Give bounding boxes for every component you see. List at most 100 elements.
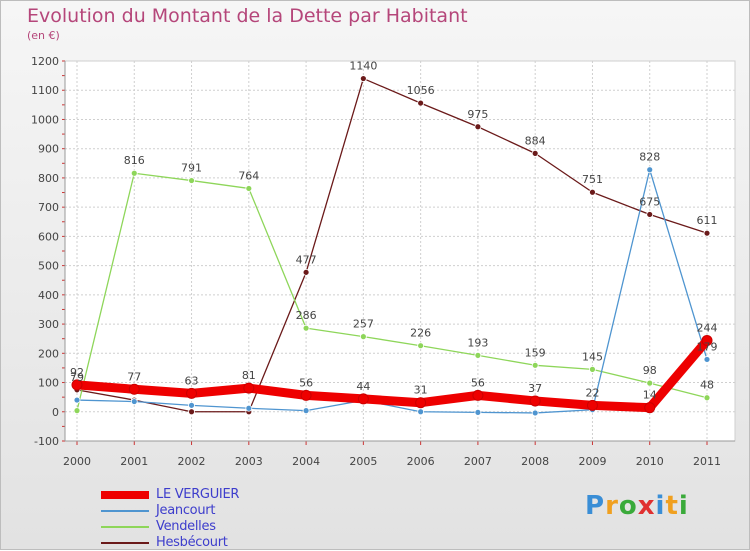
data-point — [186, 387, 198, 399]
legend-label: LE VERGUIER — [156, 487, 240, 502]
data-label: 193 — [467, 336, 488, 349]
data-label: 56 — [471, 376, 485, 389]
data-point — [531, 361, 539, 369]
x-tick-label: 2010 — [636, 455, 664, 468]
data-point — [417, 342, 425, 350]
data-label: 244 — [697, 321, 718, 334]
data-label: 226 — [410, 327, 431, 340]
data-label: 22 — [585, 386, 599, 399]
data-point — [646, 379, 654, 387]
series-line-hesb-court — [76, 77, 708, 413]
data-label: 14 — [643, 389, 657, 402]
logo-letter: x — [637, 491, 656, 521]
legend-swatch — [101, 526, 149, 528]
data-label: 975 — [467, 108, 488, 121]
data-label: 145 — [582, 350, 603, 363]
data-point — [474, 351, 482, 359]
data-point — [474, 123, 482, 131]
data-label: 79 — [70, 371, 84, 384]
data-label: 477 — [296, 253, 317, 266]
legend-label: Vendelles — [156, 519, 216, 534]
data-label: 179 — [697, 340, 718, 353]
x-tick-label: 2006 — [407, 455, 435, 468]
y-tick-label: 100 — [38, 377, 59, 390]
data-point — [586, 399, 598, 411]
data-label: 31 — [414, 384, 428, 397]
data-label: 828 — [639, 151, 660, 164]
data-point — [130, 169, 138, 177]
data-point — [646, 166, 654, 174]
y-tick-label: 400 — [38, 289, 59, 302]
data-point — [188, 408, 195, 416]
y-tick-label: 800 — [38, 172, 59, 185]
data-point — [531, 149, 539, 157]
data-point — [415, 397, 427, 409]
data-label: 884 — [525, 134, 546, 147]
legend-swatch — [101, 491, 149, 499]
series-line-le-verguier — [72, 335, 712, 413]
legend-label: Hesbécourt — [156, 535, 228, 550]
y-tick-label: 1000 — [31, 113, 59, 126]
data-point — [703, 229, 711, 237]
data-point — [188, 401, 195, 409]
data-point — [73, 396, 81, 404]
x-tick-label: 2011 — [693, 455, 721, 468]
data-point — [243, 382, 255, 394]
data-point — [302, 268, 310, 276]
data-point — [644, 402, 656, 414]
data-label: 1056 — [407, 84, 435, 97]
data-point — [130, 398, 138, 405]
data-point — [71, 379, 83, 391]
data-point — [417, 99, 425, 107]
data-point — [701, 334, 713, 346]
data-point — [245, 185, 253, 192]
data-label: 63 — [185, 374, 199, 387]
data-label: 48 — [700, 379, 714, 392]
data-label: 56 — [299, 376, 313, 389]
x-tick-label: 2002 — [178, 455, 206, 468]
logo-letter: t — [665, 491, 679, 521]
chart-title: Evolution du Montant de la Dette par Hab… — [27, 5, 468, 27]
legend-label: Jeancourt — [156, 503, 216, 518]
data-label: 675 — [639, 195, 660, 208]
data-point — [703, 394, 711, 402]
x-tick-label: 2008 — [521, 455, 549, 468]
y-tick-label: 700 — [38, 201, 59, 214]
data-point — [73, 407, 81, 415]
y-tick-label: 1100 — [31, 84, 59, 97]
data-label: 77 — [127, 370, 141, 383]
x-tick-label: 2004 — [292, 455, 320, 468]
plot-area — [64, 60, 736, 442]
data-label: 98 — [643, 364, 657, 377]
logo-letter: i — [678, 491, 689, 521]
chart-subtitle: (en €) — [27, 29, 60, 42]
x-tick-label: 2003 — [235, 455, 263, 468]
y-tick-label: 200 — [38, 347, 59, 360]
x-tick-label: 2000 — [63, 455, 91, 468]
data-point — [300, 389, 312, 401]
data-label: 44 — [356, 380, 370, 393]
y-tick-label: -100 — [34, 435, 59, 448]
logo-letter: P — [585, 491, 606, 521]
data-point — [531, 409, 539, 417]
data-label: 611 — [697, 214, 718, 227]
data-label: 37 — [528, 382, 542, 395]
proxiti-logo: Proxiti — [585, 491, 689, 521]
data-label: 764 — [238, 169, 259, 182]
y-tick-label: 1200 — [31, 55, 59, 68]
legend-swatch — [101, 542, 149, 544]
logo-letter: r — [605, 491, 619, 521]
data-point — [128, 383, 140, 395]
series-line-jeancourt — [76, 169, 708, 414]
logo-letter: i — [655, 491, 666, 521]
data-point — [703, 356, 711, 363]
x-tick-label: 2001 — [120, 455, 148, 468]
data-point — [472, 389, 484, 401]
data-label: 81 — [242, 369, 256, 382]
data-label: 92 — [70, 366, 84, 379]
x-tick-label: 2007 — [464, 455, 492, 468]
logo-letter: o — [618, 491, 638, 521]
data-label: 1140 — [349, 60, 377, 73]
data-point — [646, 211, 654, 218]
data-point — [474, 408, 482, 416]
